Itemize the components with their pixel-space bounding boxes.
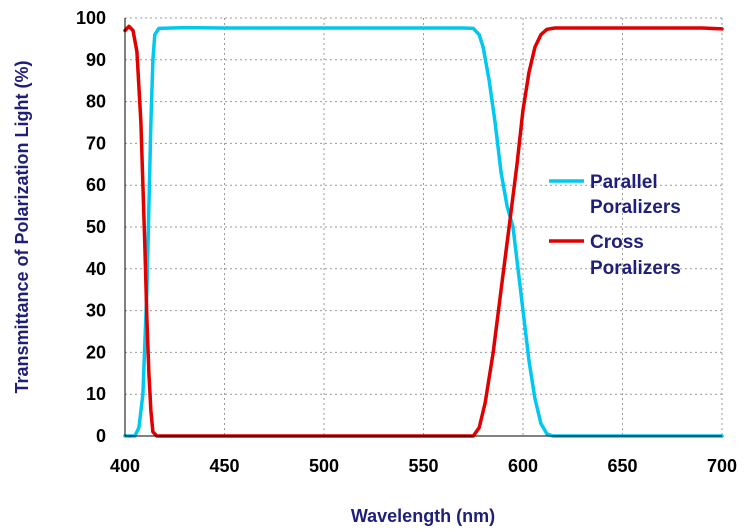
series-line-cross xyxy=(123,24,724,438)
x-tick-label: 650 xyxy=(607,456,637,476)
legend-label-parallel-line1: Parallel xyxy=(590,172,658,193)
x-tick-label: 600 xyxy=(508,456,538,476)
y-tick-labels: 0 10 20 30 40 50 60 70 80 90 100 xyxy=(76,8,106,446)
x-tick-label: 700 xyxy=(707,456,737,476)
legend-label-cross-line2: Poralizers xyxy=(590,258,681,279)
legend-label-cross-line1: Cross xyxy=(590,232,644,253)
x-tick-label: 550 xyxy=(408,456,438,476)
y-tick-label: 10 xyxy=(86,384,106,404)
plot-area xyxy=(125,18,722,436)
y-tick-label: 30 xyxy=(86,301,106,321)
y-tick-label: 60 xyxy=(86,175,106,195)
y-tick-label: 0 xyxy=(96,426,106,446)
y-tick-label: 70 xyxy=(86,133,106,153)
y-tick-label: 100 xyxy=(76,8,106,28)
legend: Parallel Poralizers Cross Poralizers xyxy=(549,172,681,279)
y-tick-label: 50 xyxy=(86,217,106,237)
series-lines xyxy=(123,24,724,438)
y-tick-label: 20 xyxy=(86,342,106,362)
x-tick-label: 500 xyxy=(309,456,339,476)
x-tick-label: 450 xyxy=(209,456,239,476)
x-tick-label: 400 xyxy=(110,456,140,476)
y-axis-title: Transmittance of Polarization Light (%) xyxy=(12,60,32,393)
x-tick-labels: 400 450 500 550 600 650 700 xyxy=(110,456,737,476)
y-tick-label: 90 xyxy=(86,50,106,70)
legend-label-parallel-line2: Poralizers xyxy=(590,197,681,218)
x-axis-title: Wavelength (nm) xyxy=(351,506,495,526)
series-line-parallel xyxy=(123,25,724,438)
y-tick-label: 40 xyxy=(86,259,106,279)
y-tick-label: 80 xyxy=(86,92,106,112)
